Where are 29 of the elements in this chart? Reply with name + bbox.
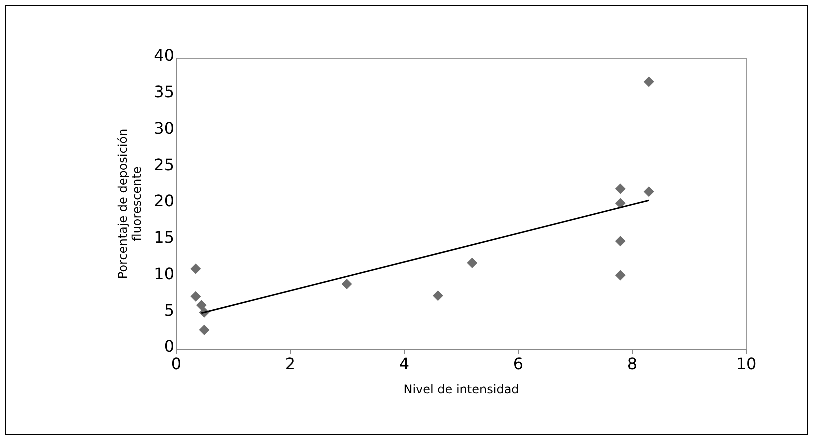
y-tick-label: 0	[164, 337, 174, 356]
point	[467, 258, 478, 268]
y-tick-label: 15	[154, 228, 174, 248]
y-tick-label: 5	[164, 300, 174, 320]
point	[432, 290, 444, 302]
point	[644, 76, 654, 88]
point	[615, 270, 626, 281]
point	[342, 279, 352, 290]
y-tick-label: 20	[154, 192, 174, 211]
point	[190, 291, 202, 302]
point	[196, 300, 207, 311]
point	[615, 236, 626, 247]
x-tick-label: 10	[736, 354, 757, 374]
y-tick-label: 25	[154, 155, 174, 174]
point	[190, 264, 202, 274]
point	[199, 324, 210, 336]
point	[644, 186, 654, 198]
x-tick-label: 8	[627, 354, 638, 374]
point	[615, 184, 626, 194]
x-axis-title: Nivel de intensidad	[404, 382, 520, 396]
y-axis-title: Porcentaje de deposición fluorescente	[116, 128, 144, 280]
y-tick-label: 40	[154, 46, 174, 66]
x-tick-label: 6	[513, 354, 524, 374]
x-tick-label: 2	[285, 354, 296, 374]
y-tick-label: 10	[154, 264, 174, 284]
y-tick-label: 30	[154, 118, 174, 138]
point	[615, 198, 626, 209]
y-tick-label: 35	[154, 82, 174, 102]
x-tick-label: 4	[399, 354, 410, 374]
